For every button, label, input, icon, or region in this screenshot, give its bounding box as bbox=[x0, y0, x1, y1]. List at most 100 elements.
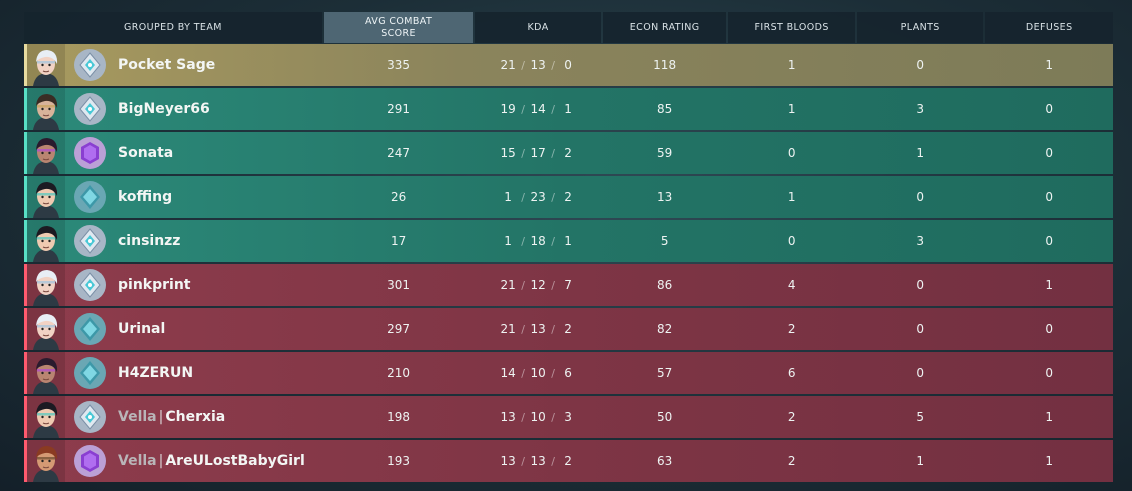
player-name[interactable]: Pocket Sage bbox=[118, 57, 215, 73]
player-name[interactable]: Sonata bbox=[118, 145, 173, 161]
player-name-cell: Pocket Sage bbox=[24, 44, 322, 86]
plants-value: 0 bbox=[916, 190, 925, 204]
deaths-value: 14 bbox=[530, 102, 546, 116]
player-name[interactable]: pinkprint bbox=[118, 277, 190, 293]
player-row-7[interactable]: Urinal 297 21 / 13 / 2 82 2 0 0 bbox=[24, 308, 1113, 350]
player-name[interactable]: Vella | Cherxia bbox=[118, 409, 225, 425]
player-name-cell: koffing bbox=[24, 176, 322, 218]
deaths-value: 23 bbox=[530, 190, 546, 204]
header-avg-combat-score[interactable]: AVG COMBAT SCORE bbox=[323, 12, 474, 43]
assists-value: 1 bbox=[564, 102, 572, 116]
header-plants[interactable]: PLANTS bbox=[856, 12, 984, 43]
acs-value: 297 bbox=[387, 322, 411, 336]
assists-value: 3 bbox=[564, 410, 572, 424]
first-bloods-value: 2 bbox=[787, 454, 796, 468]
kda-slash: / bbox=[521, 454, 525, 468]
first-bloods-value: 1 bbox=[787, 102, 796, 116]
assists-value: 2 bbox=[564, 146, 572, 160]
deaths-value: 13 bbox=[530, 58, 546, 72]
plants-value: 0 bbox=[916, 58, 925, 72]
header-acs-line1: AVG COMBAT bbox=[365, 15, 433, 27]
acs-value: 26 bbox=[390, 190, 407, 204]
player-name-cell: Urinal bbox=[24, 308, 322, 350]
rank-ascendant-icon bbox=[73, 444, 107, 478]
econ-value: 57 bbox=[656, 366, 673, 380]
rank-platinum-icon bbox=[73, 356, 107, 390]
player-name-text: BigNeyer66 bbox=[118, 101, 210, 117]
kda-slash: / bbox=[521, 58, 525, 72]
player-row-8[interactable]: H4ZERUN 210 14 / 10 / 6 57 6 0 0 bbox=[24, 352, 1113, 394]
first-bloods-value: 0 bbox=[787, 146, 796, 160]
agent-portrait-reyna-icon bbox=[27, 132, 65, 174]
rank-platinum-icon bbox=[73, 312, 107, 346]
deaths-value: 17 bbox=[530, 146, 546, 160]
header-defuses[interactable]: DEFUSES bbox=[985, 12, 1113, 43]
kda-slash: / bbox=[521, 146, 525, 160]
header-first-bloods[interactable]: FIRST BLOODS bbox=[728, 12, 855, 43]
player-name[interactable]: Urinal bbox=[118, 321, 165, 337]
kda-value: 21 / 13 / 2 bbox=[475, 308, 601, 350]
rank-diamond-icon bbox=[73, 48, 107, 82]
defuses-value: 0 bbox=[1045, 366, 1054, 380]
deaths-value: 12 bbox=[530, 278, 546, 292]
player-name-cell: H4ZERUN bbox=[24, 352, 322, 394]
kills-value: 21 bbox=[500, 58, 516, 72]
player-name[interactable]: koffing bbox=[118, 189, 172, 205]
player-name-cell: pinkprint bbox=[24, 264, 322, 306]
player-name-text: cinsinzz bbox=[118, 233, 181, 249]
kda-slash: / bbox=[521, 410, 525, 424]
header-acs-line2: SCORE bbox=[381, 27, 416, 39]
kda-value: 1 / 23 / 2 bbox=[475, 176, 601, 218]
player-row-10[interactable]: Vella | AreULostBabyGirl 193 13 / 13 / 2 6… bbox=[24, 440, 1113, 482]
kda-slash: / bbox=[551, 410, 555, 424]
player-row-5[interactable]: cinsinzz 17 1 / 18 / 1 5 0 3 0 bbox=[24, 220, 1113, 262]
player-name-text: Sonata bbox=[118, 145, 174, 161]
header-econ-rating[interactable]: ECON RATING bbox=[602, 12, 727, 43]
acs-value: 247 bbox=[387, 146, 411, 160]
agent-portrait-sage-icon bbox=[27, 220, 65, 262]
player-row-2[interactable]: BigNeyer66 291 19 / 14 / 1 85 1 3 0 bbox=[24, 88, 1113, 130]
deaths-value: 10 bbox=[530, 366, 546, 380]
assists-value: 2 bbox=[564, 322, 572, 336]
scoreboard-header: GROUPED BY TEAM AVG COMBAT SCORE KDA ECO… bbox=[24, 12, 1113, 43]
team-color-strip bbox=[24, 308, 27, 350]
player-row-3[interactable]: Sonata 247 15 / 17 / 2 59 0 1 0 bbox=[24, 132, 1113, 174]
kda-slash: / bbox=[521, 278, 525, 292]
kda-slash: / bbox=[521, 366, 525, 380]
player-name[interactable]: cinsinzz bbox=[118, 233, 180, 249]
kda-slash: / bbox=[521, 190, 525, 204]
player-row-6[interactable]: pinkprint 301 21 / 12 / 7 86 4 0 1 bbox=[24, 264, 1113, 306]
acs-value: 193 bbox=[387, 454, 411, 468]
player-name[interactable]: H4ZERUN bbox=[118, 365, 193, 381]
player-name-cell: Sonata bbox=[24, 132, 322, 174]
defuses-value: 0 bbox=[1045, 146, 1054, 160]
player-row-4[interactable]: koffing 26 1 / 23 / 2 13 1 0 0 bbox=[24, 176, 1113, 218]
first-bloods-value: 1 bbox=[787, 190, 796, 204]
kda-value: 21 / 13 / 0 bbox=[475, 44, 601, 86]
kda-value: 13 / 13 / 2 bbox=[475, 440, 601, 482]
player-name-cell: cinsinzz bbox=[24, 220, 322, 262]
player-tag: Vella bbox=[118, 409, 157, 425]
player-row-1[interactable]: Pocket Sage 335 21 / 13 / 0 118 1 0 1 bbox=[24, 44, 1113, 86]
agent-portrait-brimstone-icon bbox=[27, 440, 65, 482]
header-kda[interactable]: KDA bbox=[475, 12, 601, 43]
kda-slash: / bbox=[551, 366, 555, 380]
first-bloods-value: 2 bbox=[787, 410, 796, 424]
assists-value: 7 bbox=[564, 278, 572, 292]
assists-value: 0 bbox=[564, 58, 572, 72]
kda-slash: / bbox=[521, 322, 525, 336]
kda-slash: / bbox=[551, 234, 555, 248]
header-grouped-by-team[interactable]: GROUPED BY TEAM bbox=[24, 12, 322, 43]
player-row-9[interactable]: Vella | Cherxia 198 13 / 10 / 3 50 2 5 1 bbox=[24, 396, 1113, 438]
player-tag-separator: | bbox=[158, 409, 164, 425]
player-name[interactable]: BigNeyer66 bbox=[118, 101, 210, 117]
agent-portrait-jett-icon bbox=[27, 264, 65, 306]
rank-diamond-icon bbox=[73, 268, 107, 302]
kda-slash: / bbox=[551, 322, 555, 336]
agent-portrait-jett-icon bbox=[27, 308, 65, 350]
kda-value: 15 / 17 / 2 bbox=[475, 132, 601, 174]
assists-value: 2 bbox=[564, 454, 572, 468]
econ-value: 5 bbox=[660, 234, 669, 248]
player-name[interactable]: Vella | AreULostBabyGirl bbox=[118, 453, 305, 469]
rank-ascendant-icon bbox=[73, 136, 107, 170]
